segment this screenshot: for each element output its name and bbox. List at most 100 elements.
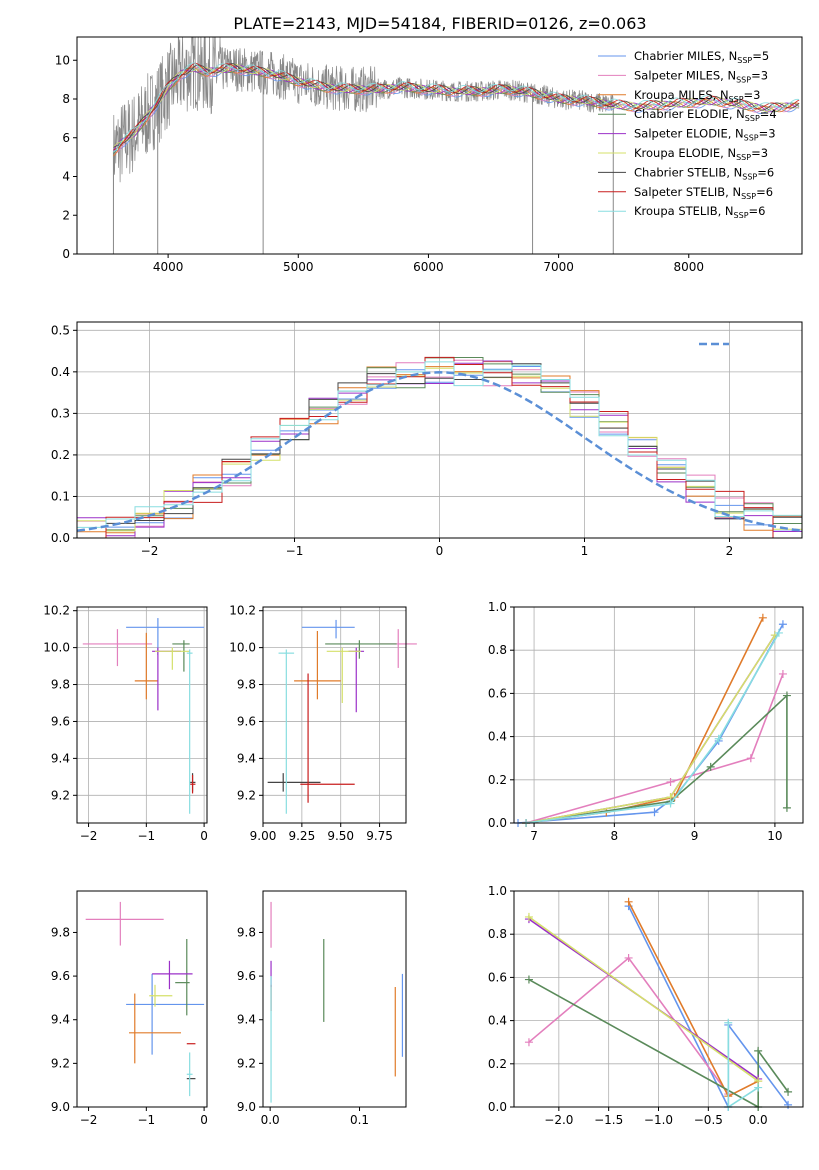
weight-marker-chabrier-elodie bbox=[754, 1046, 763, 1055]
weight-marker-salpeter-miles bbox=[524, 1038, 533, 1047]
weight-line-kroupa-miles bbox=[525, 617, 764, 824]
y-tick-label: 0.0 bbox=[488, 1100, 507, 1114]
legend-label: Kroupa ELODIE, NSSP=3 bbox=[634, 146, 768, 162]
x-tick-label: 0.0 bbox=[261, 1113, 280, 1127]
y-tick-label: 10.2 bbox=[229, 604, 256, 618]
y-tick-label: 0.0 bbox=[488, 816, 507, 830]
model-spectrum-kroupa-stelib bbox=[113, 62, 800, 153]
x-tick-label: −1 bbox=[286, 544, 304, 558]
model-spectrum-salpeter-stelib bbox=[113, 62, 800, 151]
y-tick-label: 9.8 bbox=[237, 678, 256, 692]
y-tick-label: 0.3 bbox=[51, 406, 70, 420]
spectrum-legend: Chabrier MILES, NSSP=5 Salpeter MILES, NS… bbox=[598, 49, 777, 220]
model-spectrum-kroupa-elodie bbox=[113, 63, 800, 148]
mass-vs-metallicity-panel: −2 −1 0 9.0 9.2 9.4 9.6 9.8 bbox=[51, 890, 208, 1127]
legend-label: Chabrier ELODIE, NSSP=4 bbox=[634, 107, 777, 123]
weight-line-kroupa-elodie bbox=[528, 916, 759, 1082]
y-tick-label: 0.8 bbox=[488, 643, 507, 657]
weight-marker-salpeter-miles bbox=[778, 669, 787, 678]
x-tick-label: 0 bbox=[200, 1113, 208, 1127]
axes-frame bbox=[262, 606, 407, 824]
x-tick-label: 6000 bbox=[413, 260, 444, 274]
x-tick-label: 0 bbox=[200, 829, 208, 843]
axes-frame bbox=[513, 606, 804, 824]
x-tick-label: −2 bbox=[141, 544, 159, 558]
weight-marker-salpeter-miles bbox=[624, 953, 633, 962]
y-tick-label: 9.8 bbox=[51, 925, 70, 939]
y-tick-label: 8 bbox=[62, 92, 70, 106]
histogram-salpeter-stelib bbox=[77, 356, 802, 539]
weight-marker-chabrier-miles bbox=[778, 620, 787, 629]
y-tick-label: 9.2 bbox=[51, 788, 70, 802]
x-tick-label: 5000 bbox=[283, 260, 314, 274]
axes-frame bbox=[76, 890, 208, 1108]
x-tick-label: −1 bbox=[137, 829, 155, 843]
y-tick-label: 0.2 bbox=[488, 773, 507, 787]
y-tick-label: 1.0 bbox=[488, 884, 507, 898]
spectrum-plot-area bbox=[112, 37, 800, 254]
x-tick-label: 4000 bbox=[153, 260, 184, 274]
y-tick-label: 9.2 bbox=[237, 788, 256, 802]
y-tick-label: 0.4 bbox=[51, 365, 70, 379]
y-tick-label: 9.4 bbox=[237, 751, 256, 765]
figure-title: PLATE=2143, MJD=54184, FIBERID=0126, z=0… bbox=[233, 14, 646, 33]
y-tick-label: 4 bbox=[62, 170, 70, 184]
axes-frame bbox=[76, 36, 803, 255]
x-tick-label: 7 bbox=[530, 829, 538, 843]
x-tick-label: 8000 bbox=[673, 260, 704, 274]
y-tick-label: 9.8 bbox=[51, 678, 70, 692]
x-tick-label: 0.0 bbox=[749, 1113, 768, 1127]
y-tick-label: 0.8 bbox=[488, 927, 507, 941]
x-tick-label: −1.5 bbox=[594, 1113, 623, 1127]
weight-marker-salpeter-miles bbox=[746, 754, 755, 763]
x-tick-label: 1 bbox=[581, 544, 589, 558]
y-tick-label: 10.2 bbox=[43, 604, 70, 618]
x-tick-label: 9.75 bbox=[366, 829, 393, 843]
y-tick-label: 0.0 bbox=[51, 531, 70, 545]
y-tick-label: 0.4 bbox=[488, 730, 507, 744]
weight-marker-kroupa-miles bbox=[758, 613, 767, 622]
mass-vs-reddening-panel: 0.0 0.1 9.0 9.2 9.4 9.6 9.8 bbox=[237, 890, 407, 1127]
x-tick-label: −2.0 bbox=[544, 1113, 573, 1127]
y-tick-label: 9.0 bbox=[237, 1100, 256, 1114]
y-tick-label: 10 bbox=[55, 53, 70, 67]
y-tick-label: 10.0 bbox=[43, 641, 70, 655]
x-tick-label: −1.0 bbox=[644, 1113, 673, 1127]
x-tick-label: 8 bbox=[611, 829, 619, 843]
y-tick-label: 0.2 bbox=[488, 1057, 507, 1071]
y-tick-label: 9.2 bbox=[237, 1056, 256, 1070]
y-tick-label: 0.1 bbox=[51, 489, 70, 503]
x-tick-label: 9.50 bbox=[327, 829, 354, 843]
weight-marker-chabrier-miles bbox=[784, 1100, 793, 1109]
axes-frame bbox=[262, 890, 407, 1108]
weight-line-salpeter-elodie bbox=[525, 634, 776, 824]
y-tick-label: 1.0 bbox=[488, 600, 507, 614]
y-tick-label: 9.6 bbox=[51, 969, 70, 983]
residual-histogram-panel: −2 −1 0 1 2 0.0 0.1 0.2 0.3 0.4 0.5 bbox=[51, 321, 803, 558]
weight-marker-chabrier-elodie bbox=[706, 762, 715, 771]
spectrum-panel: 4000 5000 6000 7000 8000 0 2 4 6 8 10 Chabrier MILE… bbox=[55, 36, 803, 274]
y-tick-label: 9.4 bbox=[51, 751, 70, 765]
legend-label: Kroupa MILES, NSSP=3 bbox=[634, 88, 760, 104]
axes-frame bbox=[513, 890, 804, 1108]
y-tick-label: 0.4 bbox=[488, 1014, 507, 1028]
weight-vs-age-panel: 7 8 9 10 0.0 0.2 0.4 0.6 0.8 1.0 bbox=[488, 600, 804, 843]
histogram-salpeter-elodie bbox=[76, 360, 803, 538]
x-tick-label: 2 bbox=[726, 544, 734, 558]
x-tick-label: 9 bbox=[691, 829, 699, 843]
legend-label: Chabrier MILES, NSSP=5 bbox=[634, 49, 769, 65]
age-vs-mass-panel: 9.00 9.25 9.50 9.75 9.2 9.4 9.6 9.8 10.0 10.2 bbox=[229, 604, 417, 843]
axes-frame bbox=[76, 321, 803, 539]
x-tick-label: −2 bbox=[80, 1113, 98, 1127]
observed-spectrum bbox=[113, 37, 614, 194]
weight-marker-chabrier-elodie bbox=[784, 1087, 793, 1096]
legend-label: Chabrier STELIB, NSSP=6 bbox=[634, 165, 774, 181]
model-spectrum-salpeter-miles bbox=[113, 65, 800, 155]
age-vs-metallicity-panel: −2 −1 0 9.2 9.4 9.6 9.8 10.0 10.2 bbox=[43, 604, 208, 843]
weight-vs-metallicity-panel: −2.0 −1.5 −1.0 −0.5 0.0 0.0 0.2 0.4 0.6 0.8 1.0 bbox=[488, 884, 804, 1127]
legend-label: Kroupa STELIB, NSSP=6 bbox=[634, 204, 765, 220]
y-tick-label: 9.4 bbox=[237, 1013, 256, 1027]
x-tick-label: −1 bbox=[137, 1113, 155, 1127]
y-tick-label: 0 bbox=[62, 247, 70, 261]
